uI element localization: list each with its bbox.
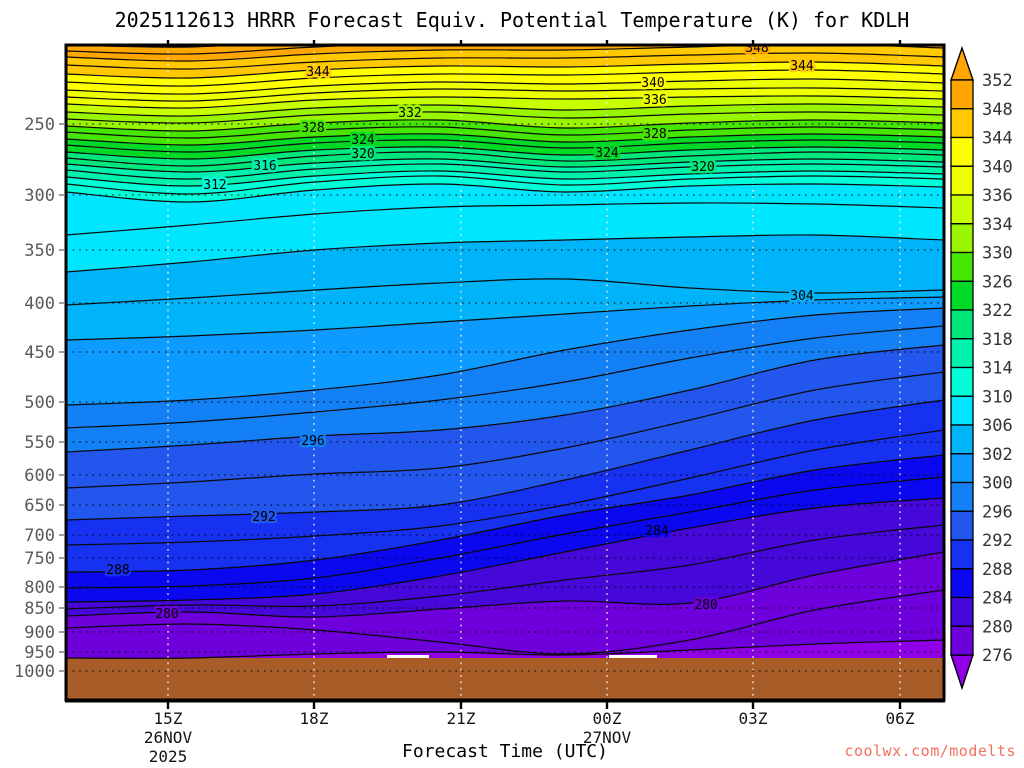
contour-label: 280 <box>155 607 178 622</box>
y-tick-label: 850 <box>24 599 55 619</box>
contour-label: 312 <box>203 178 226 193</box>
contour-label: 316 <box>253 159 276 174</box>
contour-label: 320 <box>351 147 374 162</box>
x-date-label: 2025 <box>149 747 188 766</box>
x-tick-label: 06Z <box>886 709 915 728</box>
x-tick-label: 21Z <box>447 709 476 728</box>
colorbar-segment <box>950 223 974 254</box>
colorbar-label: 296 <box>982 502 1013 522</box>
colorbar-segment <box>950 366 974 397</box>
colorbar: 352 348 344 340 336 334 330 326 322 318 314 310 306 3… <box>950 45 1013 691</box>
contour-label: 348 <box>745 41 768 56</box>
colorbar-segment <box>950 510 974 541</box>
y-tick-label: 800 <box>24 578 55 598</box>
colorbar-label: 302 <box>982 445 1013 465</box>
colorbar-label: 352 <box>982 71 1013 91</box>
y-tick-label: 300 <box>24 186 55 206</box>
colorbar-segment <box>950 395 974 426</box>
contour-label: 324 <box>351 133 375 148</box>
colorbar-arrow-top <box>950 45 974 81</box>
y-tick-label: 550 <box>24 433 55 453</box>
colorbar-label: 314 <box>982 359 1013 379</box>
colorbar-label: 336 <box>982 186 1013 206</box>
x-tick-label: 03Z <box>739 709 768 728</box>
ground-surface <box>66 658 944 700</box>
colorbar-segment <box>950 568 974 599</box>
contour-label: 328 <box>643 127 666 142</box>
x-date-label: 27NOV <box>583 728 632 747</box>
colorbar-label: 326 <box>982 272 1013 292</box>
colorbar-segment <box>950 539 974 570</box>
contour-lines <box>66 45 944 659</box>
colorbar-segment <box>950 596 974 627</box>
colorbar-label: 284 <box>982 589 1013 609</box>
contour-label: 292 <box>252 510 275 525</box>
colorbar-segment <box>950 453 974 484</box>
colorbar-label: 334 <box>982 215 1013 235</box>
colorbar-arrow-bottom <box>950 654 974 691</box>
colorbar-label: 318 <box>982 330 1013 350</box>
colorbar-label: 310 <box>982 387 1013 407</box>
y-tick-label: 750 <box>24 549 55 569</box>
x-tick-label: 18Z <box>300 709 329 728</box>
y-tick-label: 400 <box>24 294 55 314</box>
contour-label: 284 <box>645 524 669 539</box>
y-tick-label: 500 <box>24 393 55 413</box>
contour-label: 328 <box>301 121 324 136</box>
colorbar-label: 340 <box>982 157 1013 177</box>
y-tick-label: 350 <box>24 241 55 261</box>
colorbar-segment <box>950 309 974 340</box>
y-tick-label: 650 <box>24 496 55 516</box>
contour-label: 324 <box>595 146 619 161</box>
watermark-link[interactable]: coolwx.com/modelts <box>844 742 1016 760</box>
y-tick-label: 250 <box>24 115 55 135</box>
colorbar-label: 280 <box>982 617 1013 637</box>
colorbar-segment <box>950 136 974 167</box>
colorbar-segment <box>950 424 974 455</box>
y-tick-label: 450 <box>24 343 55 363</box>
contour-label: 280 <box>694 598 717 613</box>
colorbar-segment <box>950 481 974 512</box>
colorbar-segment <box>950 251 974 282</box>
missing-data-strip <box>609 655 657 659</box>
y-tick-label: 900 <box>24 623 55 643</box>
colorbar-label: 306 <box>982 416 1013 436</box>
contour-label: 336 <box>643 93 666 108</box>
x-date-label: 26NOV <box>144 728 193 747</box>
contour-label: 304 <box>790 289 814 304</box>
colorbar-segment <box>950 79 974 110</box>
y-tick-label: 600 <box>24 466 55 486</box>
contour-label: 320 <box>691 160 714 175</box>
y-tick-label: 700 <box>24 526 55 546</box>
colorbar-segment <box>950 108 974 139</box>
x-axis-title: Forecast Time (UTC) <box>402 741 608 762</box>
x-tick-label: 00Z <box>593 709 622 728</box>
colorbar-segment <box>950 165 974 196</box>
contour-label: 344 <box>306 65 330 80</box>
missing-data-strip <box>387 655 429 659</box>
colorbar-label: 330 <box>982 244 1013 264</box>
y-tick-label: 1000 <box>14 662 55 682</box>
colorbar-label: 276 <box>982 646 1013 666</box>
colorbar-label: 344 <box>982 129 1013 149</box>
contour-label: 288 <box>106 563 129 578</box>
colorbar-label: 292 <box>982 531 1013 551</box>
colorbar-segment <box>950 625 974 656</box>
y-tick-label: 950 <box>24 643 55 663</box>
contour-label: 344 <box>790 59 814 74</box>
colorbar-label: 300 <box>982 474 1013 494</box>
colorbar-label: 322 <box>982 301 1013 321</box>
x-tick-label: 15Z <box>154 709 183 728</box>
colorbar-segment <box>950 338 974 369</box>
colorbar-segment <box>950 280 974 311</box>
chart-title: 2025112613 HRRR Forecast Equiv. Potentia… <box>114 8 910 32</box>
contour-label: 340 <box>641 76 664 91</box>
colorbar-label: 288 <box>982 560 1013 580</box>
colorbar-segment <box>950 194 974 225</box>
contour-label: 332 <box>398 106 421 121</box>
contour-label: 296 <box>301 434 324 449</box>
colorbar-label: 348 <box>982 100 1013 120</box>
